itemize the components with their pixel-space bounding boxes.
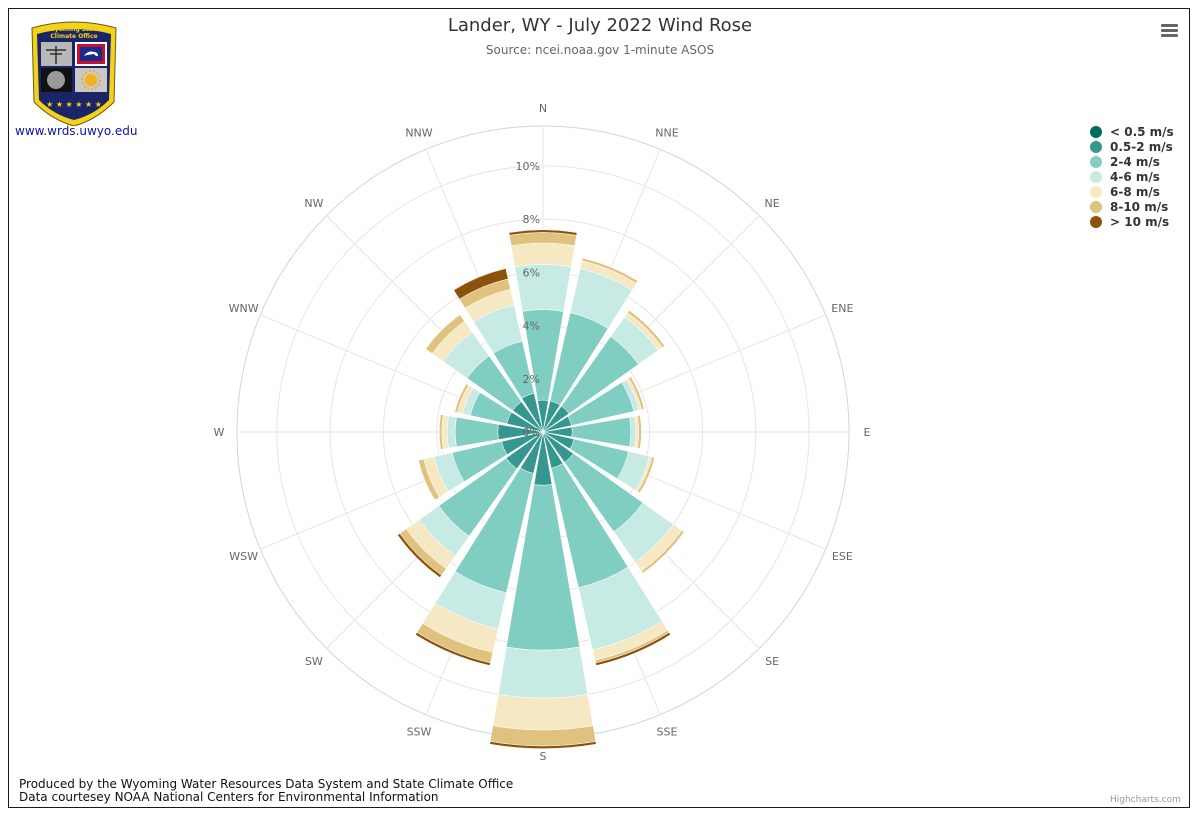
direction-label-ESE: ESE xyxy=(832,550,853,563)
legend-marker xyxy=(1090,125,1102,138)
legend-item-3[interactable]: 4-6 m/s xyxy=(1088,169,1174,184)
radial-tick-label: 8% xyxy=(523,213,540,226)
bar-NW-series-5[interactable] xyxy=(425,314,465,354)
bar-SSE-series-6[interactable] xyxy=(595,632,671,666)
legend-item-0[interactable]: < 0.5 m/s xyxy=(1088,124,1174,139)
direction-label-SW: SW xyxy=(305,655,323,668)
bar-NNW-series-6[interactable] xyxy=(453,268,509,300)
bar-W-series-2[interactable] xyxy=(454,416,499,448)
radial-tick-label: 2% xyxy=(523,373,540,386)
footer-line-2: Data courtesey NOAA National Centers for… xyxy=(19,790,439,804)
legend-item-4[interactable]: 6-8 m/s xyxy=(1088,184,1174,199)
direction-label-WNW: WNW xyxy=(229,302,259,315)
bar-W-series-5[interactable] xyxy=(439,414,444,450)
legend: < 0.5 m/s 0.5-2 m/s 2-4 m/s 4-6 m/s 6-8 m/s 8… xyxy=(1088,124,1174,229)
bar-N-series-6[interactable] xyxy=(508,229,578,236)
legend-label: 2-4 m/s xyxy=(1110,154,1160,169)
site-link[interactable]: www.wrds.uwyo.edu xyxy=(15,124,138,138)
wind-rose-bars xyxy=(397,229,685,749)
bar-S-series-3[interactable] xyxy=(497,646,589,699)
legend-label: 6-8 m/s xyxy=(1110,184,1160,199)
direction-label-SSE: SSE xyxy=(657,725,678,738)
legend-marker xyxy=(1090,215,1102,228)
legend-label: > 10 m/s xyxy=(1110,214,1170,229)
logo-text-line1: Wyoming State xyxy=(48,26,100,33)
axis-labels: N NNE NE ENE E ESE SE SSE S SSW SW WSW W WNW NW NNW 0% 2%… xyxy=(214,102,871,763)
legend-item-2[interactable]: 2-4 m/s xyxy=(1088,154,1174,169)
bar-W-series-3[interactable] xyxy=(446,415,457,449)
legend-marker xyxy=(1090,185,1102,198)
chart-title: Lander, WY - July 2022 Wind Rose xyxy=(447,15,753,36)
bar-N-series-4[interactable] xyxy=(510,242,576,268)
direction-label-SSW: SSW xyxy=(407,725,432,738)
legend-item-1[interactable]: 0.5-2 m/s xyxy=(1088,139,1174,154)
bar-SSW-series-6[interactable] xyxy=(415,632,491,666)
direction-label-SE: SE xyxy=(765,655,779,668)
bar-NNE-series-5[interactable] xyxy=(581,257,639,284)
legend-label: 4-6 m/s xyxy=(1110,169,1160,184)
radial-tick-label: 0% xyxy=(523,426,540,439)
direction-label-NE: NE xyxy=(765,197,780,210)
direction-label-W: W xyxy=(214,426,225,439)
legend-marker xyxy=(1090,155,1102,168)
bar-NE-series-5[interactable] xyxy=(627,310,665,348)
footer: Produced by the Wyoming Water Resources … xyxy=(19,778,513,804)
highcharts-credits[interactable]: Highcharts.com xyxy=(1110,795,1181,805)
radial-tick-label: 6% xyxy=(523,266,540,279)
direction-label-ENE: ENE xyxy=(831,302,853,315)
bar-WNW-series-5[interactable] xyxy=(454,383,470,413)
direction-label-N: N xyxy=(539,102,547,115)
footer-line-1: Produced by the Wyoming Water Resources … xyxy=(19,777,514,791)
bar-S-series-4[interactable] xyxy=(492,694,594,731)
chart-subtitle: Source: ncei.noaa.gov 1-minute ASOS xyxy=(485,43,715,57)
svg-text:★ ★ ★ ★ ★ ★: ★ ★ ★ ★ ★ ★ xyxy=(46,100,102,109)
logo-text-line2: Climate Office xyxy=(50,33,97,40)
direction-label-NNE: NNE xyxy=(655,127,678,140)
direction-label-WSW: WSW xyxy=(229,550,258,563)
radial-tick-label: 10% xyxy=(516,160,540,173)
legend-marker xyxy=(1090,200,1102,213)
direction-label-E: E xyxy=(864,426,871,439)
bar-ESE-series-5[interactable] xyxy=(637,456,655,494)
direction-label-NW: NW xyxy=(304,197,323,210)
legend-marker xyxy=(1090,140,1102,153)
bar-S-series-6[interactable] xyxy=(489,741,597,749)
legend-marker xyxy=(1090,170,1102,183)
legend-label: < 0.5 m/s xyxy=(1110,124,1174,139)
legend-item-6[interactable]: > 10 m/s xyxy=(1088,214,1174,229)
wyoming-climate-office-logo: Wyoming State Climate Office ★ ★ ★ ★ ★ ★ xyxy=(31,21,117,126)
legend-item-5[interactable]: 8-10 m/s xyxy=(1088,199,1174,214)
bar-WSW-series-5[interactable] xyxy=(418,458,440,501)
bar-SW-series-6[interactable] xyxy=(397,533,442,578)
direction-label-S: S xyxy=(540,750,547,763)
direction-label-NNW: NNW xyxy=(405,127,432,140)
legend-label: 0.5-2 m/s xyxy=(1110,139,1173,154)
legend-label: 8-10 m/s xyxy=(1110,199,1169,214)
bar-E-series-5[interactable] xyxy=(637,415,642,449)
hamburger-menu-icon[interactable] xyxy=(1158,20,1182,40)
radial-tick-label: 4% xyxy=(523,320,540,333)
bar-ENE-series-5[interactable] xyxy=(628,376,645,410)
bar-SE-series-5[interactable] xyxy=(641,530,685,574)
